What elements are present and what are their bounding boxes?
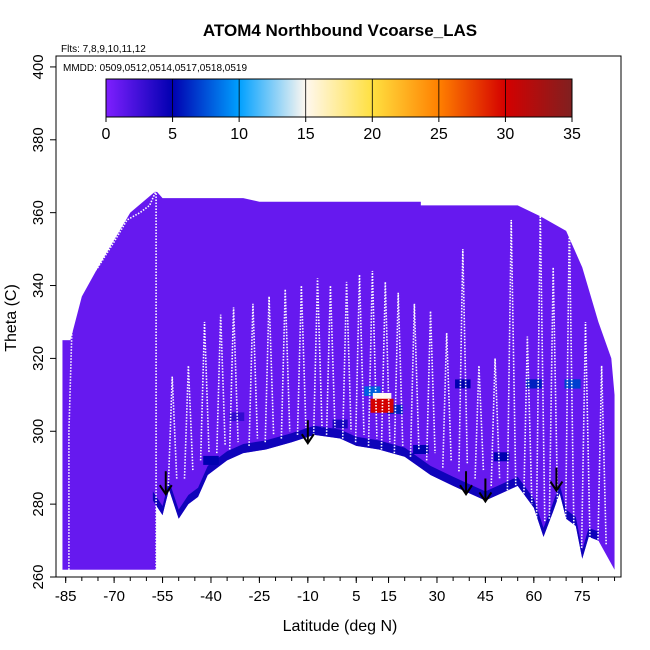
- hotspot-cell: [364, 386, 381, 396]
- y-axis-tick-label: 340: [30, 273, 47, 298]
- profile-spike: [215, 314, 226, 454]
- profile-spike: [409, 303, 420, 457]
- profile-spike: [296, 285, 307, 435]
- hotspot-cell: [493, 452, 510, 462]
- hotspot-cell: [455, 379, 471, 389]
- colorbar-gradient: [105, 78, 573, 118]
- profile-spike: [522, 336, 533, 512]
- profile-spike: [506, 219, 517, 494]
- y-axis-tick-label: 360: [30, 200, 47, 225]
- y-axis-tick-label: 300: [30, 419, 47, 444]
- profile-arrow: [158, 471, 173, 497]
- x-axis-tick-label: 60: [525, 588, 542, 605]
- profile-spike: [280, 289, 291, 439]
- plot-area: [62, 190, 615, 570]
- x-axis-tick-label: 75: [574, 588, 591, 605]
- x-axis: -85 -70 -55 -40 -25 -10 5 15 30 45 60 75: [55, 577, 616, 605]
- colorbar-tick-label: 0: [102, 126, 111, 143]
- profile-spike: [312, 278, 323, 435]
- colorbar-legend: 0 5 10 15 20 25 30 35: [102, 78, 581, 143]
- x-axis-tick-label: -10: [297, 588, 319, 605]
- x-axis-tick-label: -70: [103, 588, 125, 605]
- hotspot-cell: [203, 455, 219, 465]
- profile-arrow: [549, 467, 564, 493]
- flights-note: Flts: 7,8,9,10,11,12: [61, 44, 146, 55]
- colorbar-tick-label: 30: [497, 126, 515, 143]
- hotspot-cell: [413, 444, 429, 454]
- hotspot-cell: [332, 419, 348, 429]
- profile-spike: [325, 285, 336, 435]
- profile-spike: [228, 307, 239, 450]
- profile-spike: [425, 311, 436, 461]
- x-axis-tick-label: 45: [477, 588, 494, 605]
- profile-spike: [183, 365, 194, 479]
- x-axis-title: Latitude (deg N): [283, 618, 398, 635]
- profile-arrow: [300, 420, 315, 445]
- colorbar-ticks: 0 5 10 15 20 25 30 35: [102, 79, 581, 143]
- profile-spike: [458, 249, 469, 472]
- plot-frame: [55, 55, 622, 578]
- y-axis-tick-label: 400: [30, 54, 47, 79]
- profile-arrow: [478, 478, 493, 504]
- x-axis-tick-label: 5: [352, 588, 360, 605]
- chart-title: ATOM4 Northbound Vcoarse_LAS: [203, 21, 477, 40]
- colorbar-tick-label: 25: [430, 126, 448, 143]
- profile-spike: [264, 296, 275, 443]
- x-axis-tick-label: -40: [200, 588, 222, 605]
- y-axis-tick-label: 260: [30, 564, 47, 589]
- profile-spike: [564, 223, 575, 534]
- flight-profile-traces: [68, 190, 607, 570]
- colorbar-tick-label: 5: [168, 126, 177, 143]
- y-axis-tick-label: 320: [30, 346, 47, 371]
- y-axis-title: Theta (C): [3, 284, 20, 352]
- profile-spike: [535, 212, 546, 530]
- dates-note: MMDD: 0509,0512,0514,0517,0518,0519: [63, 63, 247, 74]
- x-axis-tick-label: -25: [249, 588, 271, 605]
- x-axis-tick-label: -55: [152, 588, 174, 605]
- x-axis-tick-label: -85: [55, 588, 77, 605]
- colorbar-tick-label: 35: [563, 126, 581, 143]
- hotspot-cell: [564, 379, 581, 389]
- y-axis-tick-label: 280: [30, 492, 47, 517]
- profile-spike: [341, 281, 352, 439]
- profile-spike: [199, 321, 210, 461]
- profile-spike: [441, 332, 452, 468]
- profile-spike: [474, 365, 485, 479]
- profile-spike: [248, 303, 259, 446]
- y-axis-tick-label: 380: [30, 127, 47, 152]
- profile-spike: [393, 292, 404, 454]
- profile-spike: [367, 270, 378, 446]
- hotspot-cell: [387, 404, 403, 415]
- profile-spike: [167, 376, 178, 486]
- profile-arrow: [459, 471, 473, 497]
- heatmap-field: [62, 190, 615, 570]
- field-region: [65, 190, 615, 570]
- hotspot-cell: [229, 412, 245, 421]
- x-axis-tick-label: 30: [429, 588, 446, 605]
- x-axis-tick-label: 15: [380, 588, 397, 605]
- profile-spike: [490, 358, 501, 486]
- colorbar-tick-label: 20: [363, 126, 381, 143]
- y-axis: 260 280 300 320 340 360 380 400: [30, 54, 56, 590]
- colorbar-tick-label: 15: [297, 126, 315, 143]
- hotspot-cell: [525, 379, 542, 389]
- colorbar-tick-label: 10: [230, 126, 248, 143]
- profile-arrows: [158, 420, 564, 504]
- profile-spike: [580, 321, 591, 548]
- southern-column: [62, 340, 157, 570]
- profile-spike: [548, 267, 559, 519]
- southern-profile-trace: [68, 190, 157, 570]
